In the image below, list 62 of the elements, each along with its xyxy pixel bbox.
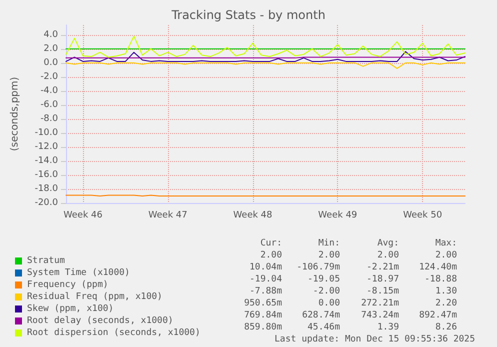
text: 8.26 bbox=[435, 322, 457, 332]
text: 950.65m bbox=[244, 298, 282, 308]
text: 272.21m bbox=[361, 298, 399, 308]
y-tick-label: 4.0 bbox=[44, 30, 58, 40]
x-tick-label: Week 49 bbox=[318, 210, 358, 220]
text: -19.05 bbox=[307, 274, 340, 284]
text: Max: bbox=[435, 238, 457, 248]
text: Min: bbox=[318, 238, 340, 248]
y-tick-label: 2.0 bbox=[44, 44, 58, 54]
legend-label: System Time (x1000) bbox=[27, 268, 130, 278]
legend-label: Root dispersion (seconds, x1000) bbox=[27, 328, 200, 338]
text: 769.84m bbox=[244, 310, 282, 320]
x-tick-label: Week 48 bbox=[233, 210, 273, 220]
y-tick-label: -10.0 bbox=[34, 128, 58, 138]
y-tick-label: -2.0 bbox=[40, 72, 58, 82]
text: 1.39 bbox=[377, 322, 399, 332]
y-tick-label: -12.0 bbox=[34, 142, 58, 152]
x-tick-label: Week 46 bbox=[63, 210, 103, 220]
text: Last update: Mon Dec 15 09:55:36 2025 bbox=[274, 334, 475, 344]
text: -8.15m bbox=[366, 286, 399, 296]
text: Avg: bbox=[377, 238, 399, 248]
x-tick-label: Week 47 bbox=[148, 210, 188, 220]
text: -7.88m bbox=[249, 286, 282, 296]
text: -2.21m bbox=[366, 262, 399, 272]
legend-label: Residual Freq (ppm, x100) bbox=[27, 292, 162, 302]
text: 2.00 bbox=[318, 250, 340, 260]
line-series bbox=[66, 36, 466, 58]
text: -106.79m bbox=[296, 262, 340, 272]
legend-label: Skew (ppm, x100) bbox=[27, 304, 114, 314]
x-tick-label: Week 50 bbox=[403, 210, 442, 220]
text: -18.88 bbox=[424, 274, 457, 284]
y-tick-label: -6.0 bbox=[40, 100, 58, 110]
text: 2.00 bbox=[260, 250, 282, 260]
legend-label: Stratum bbox=[27, 256, 65, 266]
text: 2.20 bbox=[435, 298, 457, 308]
y-tick-label: 0.0 bbox=[44, 58, 58, 68]
text: 1.30 bbox=[435, 286, 457, 296]
text: 859.80m bbox=[244, 322, 282, 332]
text: -19.04 bbox=[249, 274, 282, 284]
text: 10.04m bbox=[249, 262, 282, 272]
chart-title: Tracking Stats - by month bbox=[170, 8, 326, 22]
text: Cur: bbox=[260, 238, 282, 248]
y-tick-label: -18.0 bbox=[34, 184, 58, 194]
y-axis-title: (seconds,ppm) bbox=[10, 76, 20, 152]
line-series bbox=[66, 51, 466, 62]
y-tick-label: -20.0 bbox=[34, 198, 58, 208]
text: 2.00 bbox=[377, 250, 399, 260]
text: -18.97 bbox=[366, 274, 399, 284]
y-tick-label: -14.0 bbox=[34, 156, 58, 166]
text: -2.00 bbox=[312, 286, 340, 296]
text: 892.47m bbox=[419, 310, 457, 320]
text: 0.00 bbox=[318, 298, 340, 308]
y-tick-label: -8.0 bbox=[40, 114, 58, 124]
legend-label: Root delay (seconds, x1000) bbox=[27, 316, 174, 326]
text: 743.24m bbox=[361, 310, 399, 320]
text: 124.40m bbox=[419, 262, 457, 272]
legend-label: Frequency (ppm) bbox=[27, 280, 108, 290]
text: 45.46m bbox=[307, 322, 340, 332]
y-tick-label: -4.0 bbox=[40, 86, 58, 96]
text: 628.74m bbox=[302, 310, 340, 320]
y-tick-label: -16.0 bbox=[34, 170, 58, 180]
text: 2.00 bbox=[435, 250, 457, 260]
